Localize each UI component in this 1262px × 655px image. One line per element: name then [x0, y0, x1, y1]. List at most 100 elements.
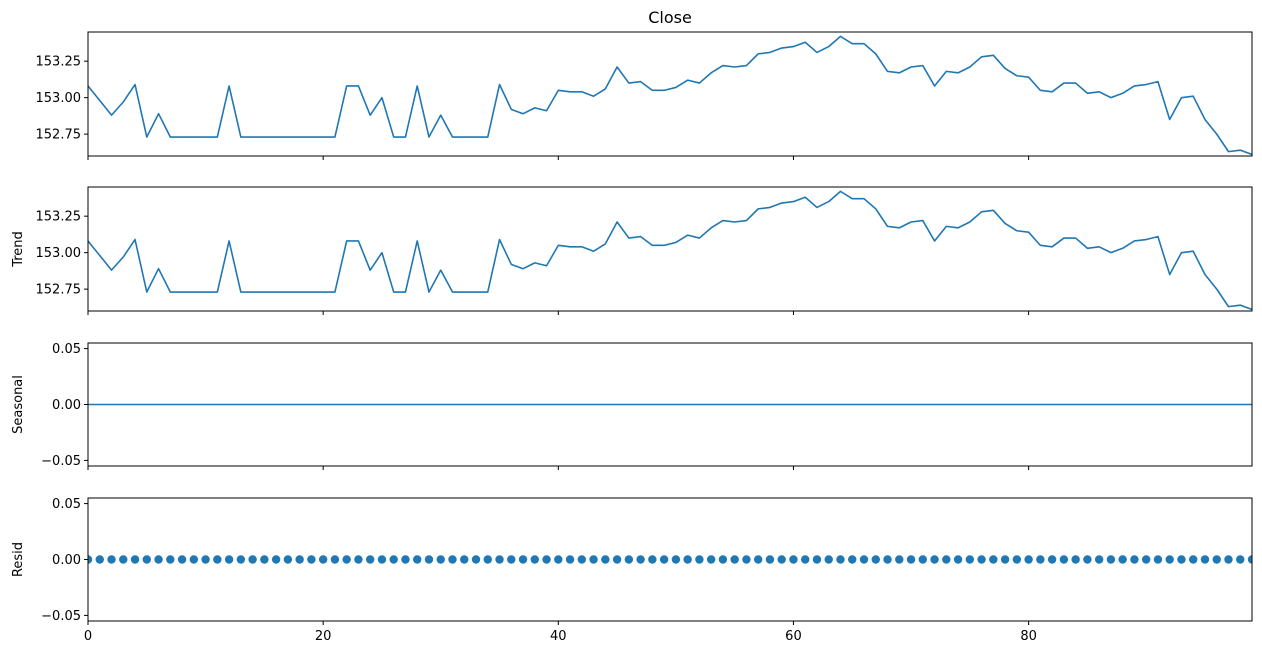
y-tick-label-seasonal: 0.05 — [52, 342, 81, 357]
resid-point — [389, 555, 398, 564]
y-axis-label-seasonal: Seasonal — [11, 375, 26, 434]
resid-point — [742, 555, 751, 564]
series-group-close — [88, 35, 1252, 156]
axes-frame-resid — [87, 497, 1253, 622]
resid-point — [1224, 555, 1233, 564]
resid-point — [260, 555, 269, 564]
y-tick-label-resid: 0.00 — [52, 553, 81, 568]
resid-point — [166, 555, 175, 564]
resid-point — [1012, 555, 1022, 564]
y-tick-label-trend: 153.00 — [36, 246, 82, 261]
resid-point — [413, 555, 422, 564]
resid-point — [1212, 555, 1221, 564]
x-tick-label: 0 — [84, 629, 92, 644]
y-tick-label-close: 153.00 — [36, 91, 82, 106]
resid-point — [1200, 555, 1210, 564]
resid-point — [777, 555, 786, 564]
series-group-trend — [88, 190, 1252, 311]
resid-point — [236, 555, 246, 564]
resid-point — [1083, 555, 1092, 564]
resid-point — [95, 555, 104, 564]
resid-point — [530, 555, 539, 564]
resid-point — [142, 555, 151, 564]
panel-seasonal: −0.05 0.00 0.05 Seasonal — [11, 342, 1253, 470]
y-tick-label-trend: 152.75 — [36, 283, 82, 298]
resid-point — [718, 555, 728, 564]
resid-point — [1165, 555, 1174, 564]
resid-point — [224, 555, 234, 564]
series-group-resid — [88, 555, 1252, 564]
resid-point — [636, 555, 645, 564]
resid-point — [918, 555, 927, 564]
resid-point — [1036, 555, 1045, 564]
y-tick-label-seasonal: −0.05 — [41, 454, 81, 469]
panel-trend: 152.75 153.00 153.25 Trend — [11, 186, 1253, 315]
resid-point — [365, 555, 375, 564]
resid-point — [330, 555, 340, 564]
resid-point — [1071, 555, 1080, 564]
resid-point — [401, 555, 410, 564]
resid-point — [283, 555, 293, 564]
resid-point — [424, 555, 434, 564]
resid-point — [659, 555, 669, 564]
resid-point — [871, 555, 880, 564]
resid-point — [895, 555, 904, 564]
resid-point — [307, 555, 316, 564]
series-line-close — [88, 35, 1252, 156]
resid-point — [518, 555, 528, 564]
resid-point — [1106, 555, 1116, 564]
resid-point — [977, 555, 986, 564]
resid-point — [483, 555, 492, 564]
resid-point — [859, 555, 869, 564]
resid-point — [1141, 555, 1151, 564]
resid-point — [1024, 555, 1033, 564]
axes-frame-trend — [87, 186, 1253, 312]
resid-point — [554, 555, 563, 564]
y-tick-label-resid: 0.05 — [52, 497, 81, 512]
x-tick-label: 60 — [785, 629, 802, 644]
resid-point — [1177, 555, 1186, 564]
resid-point — [589, 555, 598, 564]
resid-point — [612, 555, 622, 564]
resid-point — [1236, 555, 1245, 564]
resid-point — [953, 555, 963, 564]
y-tick-label-close: 153.25 — [36, 55, 82, 70]
panel-resid: −0.05 0.00 0.05 0 20 40 60 80 Resid — [11, 497, 1253, 644]
resid-point — [812, 555, 822, 564]
resid-point — [119, 555, 128, 564]
resid-point — [354, 555, 363, 564]
resid-point — [789, 555, 798, 564]
resid-point — [883, 555, 892, 564]
resid-point — [695, 555, 704, 564]
resid-point — [1130, 555, 1139, 564]
resid-point — [1247, 555, 1252, 564]
resid-point — [730, 555, 739, 564]
series-line-trend — [88, 190, 1252, 311]
resid-point — [495, 555, 504, 564]
resid-point — [1118, 555, 1127, 564]
x-tick-label: 80 — [1020, 629, 1037, 644]
resid-point — [836, 555, 845, 564]
resid-point — [942, 555, 951, 564]
resid-point — [154, 555, 163, 564]
resid-point — [471, 555, 481, 564]
resid-point — [295, 555, 304, 564]
resid-point — [201, 555, 210, 564]
resid-point — [1059, 555, 1069, 564]
resid-point — [753, 555, 763, 564]
resid-point — [377, 555, 387, 564]
y-tick-label-seasonal: 0.00 — [52, 398, 81, 413]
x-tick-label: 20 — [315, 629, 332, 644]
resid-point — [906, 555, 916, 564]
resid-point — [1047, 555, 1057, 564]
resid-point — [706, 555, 716, 564]
resid-point — [318, 555, 328, 564]
resid-point — [436, 555, 445, 564]
chart-title: Close — [648, 8, 692, 27]
resid-point — [130, 555, 140, 564]
resid-point — [107, 555, 116, 564]
resid-point — [824, 555, 833, 564]
y-axis-label-resid: Resid — [11, 542, 26, 577]
panels-group: 152.75 153.00 153.25 152.75 153.00 153.25 Tren… — [11, 31, 1253, 644]
y-tick-label-resid: −0.05 — [41, 609, 81, 624]
